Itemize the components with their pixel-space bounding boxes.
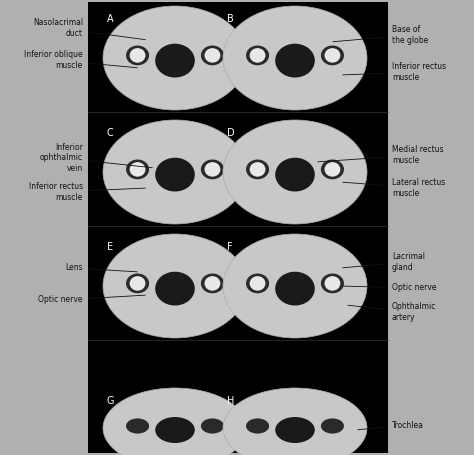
Ellipse shape bbox=[126, 273, 149, 293]
Text: Medial rectus
muscle: Medial rectus muscle bbox=[318, 145, 444, 165]
Ellipse shape bbox=[155, 158, 195, 192]
Ellipse shape bbox=[204, 48, 220, 63]
Text: Nasolacrimal
duct: Nasolacrimal duct bbox=[33, 18, 145, 40]
Text: H: H bbox=[227, 396, 234, 406]
Ellipse shape bbox=[223, 6, 367, 110]
Ellipse shape bbox=[321, 46, 344, 65]
Text: E: E bbox=[107, 242, 113, 252]
Text: Trochlea: Trochlea bbox=[358, 420, 424, 430]
Ellipse shape bbox=[155, 44, 195, 77]
Ellipse shape bbox=[275, 272, 315, 305]
Text: G: G bbox=[107, 396, 115, 406]
Ellipse shape bbox=[155, 272, 195, 305]
Ellipse shape bbox=[250, 162, 265, 177]
Ellipse shape bbox=[223, 388, 367, 455]
Text: Lens: Lens bbox=[65, 263, 137, 273]
Ellipse shape bbox=[223, 234, 367, 338]
Ellipse shape bbox=[223, 120, 367, 224]
Ellipse shape bbox=[126, 160, 149, 179]
Text: Inferior
ophthalmic
vein: Inferior ophthalmic vein bbox=[40, 143, 152, 173]
Ellipse shape bbox=[250, 276, 265, 291]
Ellipse shape bbox=[246, 273, 269, 293]
Ellipse shape bbox=[103, 120, 247, 224]
Ellipse shape bbox=[204, 276, 220, 291]
Ellipse shape bbox=[201, 273, 224, 293]
Text: Optic nerve: Optic nerve bbox=[343, 283, 437, 293]
Ellipse shape bbox=[201, 46, 224, 65]
Text: Inferior rectus
muscle: Inferior rectus muscle bbox=[343, 62, 446, 82]
Ellipse shape bbox=[325, 162, 340, 177]
Text: Ophthalmic
artery: Ophthalmic artery bbox=[348, 302, 437, 322]
Ellipse shape bbox=[321, 419, 344, 434]
Ellipse shape bbox=[275, 44, 315, 77]
Ellipse shape bbox=[130, 162, 146, 177]
Ellipse shape bbox=[325, 276, 340, 291]
Ellipse shape bbox=[103, 6, 247, 110]
Ellipse shape bbox=[275, 158, 315, 192]
Ellipse shape bbox=[130, 276, 146, 291]
Ellipse shape bbox=[155, 417, 195, 443]
Text: D: D bbox=[227, 128, 235, 138]
Text: B: B bbox=[227, 14, 234, 24]
Ellipse shape bbox=[201, 160, 224, 179]
Ellipse shape bbox=[204, 162, 220, 177]
Ellipse shape bbox=[250, 48, 265, 63]
Ellipse shape bbox=[246, 46, 269, 65]
Text: Inferior oblique
muscle: Inferior oblique muscle bbox=[24, 51, 137, 70]
Text: Optic nerve: Optic nerve bbox=[38, 295, 145, 304]
Text: C: C bbox=[107, 128, 114, 138]
Ellipse shape bbox=[126, 419, 149, 434]
Text: Lateral rectus
muscle: Lateral rectus muscle bbox=[343, 178, 445, 198]
Ellipse shape bbox=[201, 419, 224, 434]
Ellipse shape bbox=[246, 419, 269, 434]
Ellipse shape bbox=[246, 160, 269, 179]
Text: Lacrimal
gland: Lacrimal gland bbox=[343, 253, 425, 272]
Ellipse shape bbox=[103, 388, 247, 455]
Ellipse shape bbox=[321, 273, 344, 293]
Ellipse shape bbox=[103, 234, 247, 338]
Ellipse shape bbox=[275, 417, 315, 443]
Ellipse shape bbox=[325, 48, 340, 63]
FancyBboxPatch shape bbox=[88, 2, 388, 453]
Text: F: F bbox=[227, 242, 233, 252]
Ellipse shape bbox=[130, 48, 146, 63]
Text: A: A bbox=[107, 14, 114, 24]
Ellipse shape bbox=[126, 46, 149, 65]
Text: Inferior rectus
muscle: Inferior rectus muscle bbox=[29, 182, 145, 202]
Text: Base of
the globe: Base of the globe bbox=[333, 25, 428, 45]
Ellipse shape bbox=[321, 160, 344, 179]
